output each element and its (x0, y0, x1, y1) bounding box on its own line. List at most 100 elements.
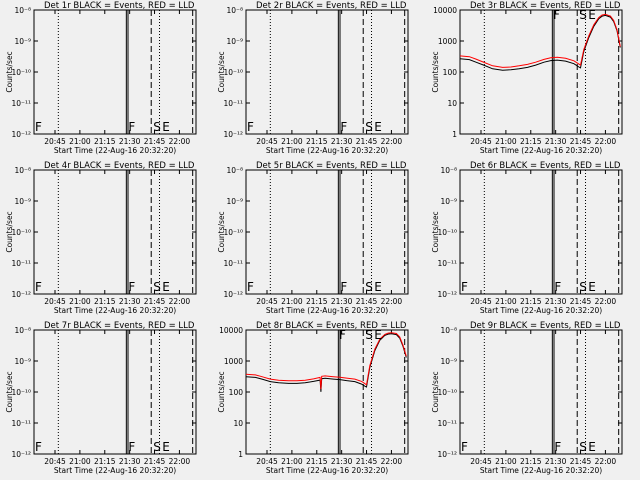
y-tick-label: 10⁻¹⁰ (437, 388, 457, 397)
x-tick-label: 22:00 (381, 137, 403, 146)
x-tick-label: 22:00 (595, 297, 617, 306)
y-tick-label: 10⁻¹⁰ (223, 68, 243, 77)
y-tick-label: 10⁻⁸ (440, 326, 457, 335)
x-tick-label: 20:45 (256, 457, 278, 466)
x-tick-label: 21:15 (520, 297, 542, 306)
y-tick-label: 10⁻¹² (11, 290, 31, 299)
y-tick-label: 10⁻¹¹ (437, 259, 457, 268)
marker-f-label: F (554, 280, 561, 294)
marker-f-label: F (554, 440, 561, 454)
x-tick-label: 20:45 (256, 297, 278, 306)
x-tick-label: 21:45 (356, 137, 378, 146)
x-tick-label: 20:45 (44, 297, 66, 306)
y-tick-label: 1000 (224, 357, 243, 366)
x-tick-label: 22:00 (595, 457, 617, 466)
marker-f-label: F (128, 120, 135, 134)
y-tick-label: 10 (233, 419, 243, 428)
x-tick-label: 21:30 (331, 297, 353, 306)
x-tick-label: 21:15 (306, 457, 328, 466)
panel-title: Det 1r BLACK = Events, RED = LLD (44, 1, 195, 11)
y-tick-label: 10⁻¹² (223, 130, 243, 139)
x-tick-label: 20:45 (256, 137, 278, 146)
x-tick-label: 21:00 (281, 457, 303, 466)
y-tick-label: 10⁻¹¹ (223, 259, 243, 268)
y-tick-label: 10⁻¹⁰ (437, 228, 457, 237)
marker-s-label: S (365, 328, 373, 342)
panel-title: Det 8r BLACK = Events, RED = LLD (256, 321, 407, 331)
x-tick-label: 21:45 (356, 297, 378, 306)
x-tick-label: 21:30 (545, 457, 567, 466)
y-tick-label: 10⁻¹² (223, 290, 243, 299)
marker-e-label: E (374, 280, 382, 294)
x-tick-label: 20:45 (470, 137, 492, 146)
x-tick-label: 21:45 (570, 137, 592, 146)
marker-s-label: S (579, 280, 587, 294)
marker-s-label: S (153, 120, 161, 134)
marker-f-label: F (128, 280, 135, 294)
x-tick-label: 21:00 (281, 137, 303, 146)
x-tick-label: 22:00 (381, 457, 403, 466)
x-tick-label: 20:45 (470, 457, 492, 466)
y-tick-label: 10⁻¹¹ (11, 259, 31, 268)
y-tick-label: 10⁻¹⁰ (11, 388, 31, 397)
y-axis-label: Counts/sec (217, 51, 226, 92)
y-tick-label: 100 (443, 68, 458, 77)
panel-det-3r: Det 3r BLACK = Events, RED = LLD 1 10 100 10… (431, 1, 623, 155)
y-tick-label: 10⁻¹² (437, 290, 457, 299)
marker-f-label: F (128, 440, 135, 454)
panel-title: Det 5r BLACK = Events, RED = LLD (256, 161, 407, 171)
marker-e-label: E (374, 120, 382, 134)
x-axis-label: Start Time (22-Aug-16 20:32:20) (266, 146, 388, 155)
x-axis-label: Start Time (22-Aug-16 20:32:20) (54, 466, 176, 475)
y-tick-label: 10⁻⁹ (440, 197, 457, 206)
x-tick-label: 21:30 (545, 297, 567, 306)
x-tick-label: 21:30 (119, 457, 141, 466)
y-tick-label: 10000 (433, 6, 457, 15)
panel-det-2r: Det 2r BLACK = Events, RED = LLD 10⁻¹² 10⁻… (217, 1, 409, 155)
x-tick-label: 20:45 (470, 297, 492, 306)
marker-s-label: S (153, 440, 161, 454)
series-line (459, 13, 621, 68)
y-tick-label: 10⁻¹² (437, 450, 457, 459)
marker-f-label: F (35, 440, 42, 454)
y-tick-label: 10⁻⁹ (14, 197, 31, 206)
x-tick-label: 21:00 (69, 297, 91, 306)
x-tick-label: 22:00 (169, 297, 191, 306)
y-tick-label: 10⁻⁹ (14, 357, 31, 366)
marker-f-label: F (461, 280, 468, 294)
x-axis-label: Start Time (22-Aug-16 20:32:20) (54, 146, 176, 155)
marker-e-label: E (588, 440, 596, 454)
y-tick-label: 10000 (219, 326, 243, 335)
marker-s-label: S (579, 440, 587, 454)
y-tick-label: 10⁻⁸ (14, 6, 31, 15)
x-tick-label: 20:45 (44, 137, 66, 146)
x-tick-label: 22:00 (169, 457, 191, 466)
y-tick-label: 100 (229, 388, 244, 397)
marker-f-label: F (340, 120, 347, 134)
x-tick-label: 21:00 (69, 137, 91, 146)
panel-det-5r: Det 5r BLACK = Events, RED = LLD 10⁻¹² 10⁻… (217, 161, 409, 315)
x-tick-label: 21:45 (144, 457, 166, 466)
y-tick-label: 1 (238, 450, 243, 459)
x-tick-label: 21:45 (570, 297, 592, 306)
marker-e-label: E (588, 280, 596, 294)
panel-det-4r: Det 4r BLACK = Events, RED = LLD 10⁻¹² 10⁻… (5, 161, 197, 315)
x-tick-label: 21:00 (281, 297, 303, 306)
x-tick-label: 21:15 (94, 297, 116, 306)
x-tick-label: 21:30 (545, 137, 567, 146)
panel-title: Det 7r BLACK = Events, RED = LLD (44, 321, 195, 331)
marker-s-label: S (153, 280, 161, 294)
x-axis-label: Start Time (22-Aug-16 20:32:20) (480, 146, 602, 155)
panel-title: Det 4r BLACK = Events, RED = LLD (44, 161, 195, 171)
panel-title: Det 3r BLACK = Events, RED = LLD (470, 1, 621, 11)
x-axis-label: Start Time (22-Aug-16 20:32:20) (266, 466, 388, 475)
marker-e-label: E (374, 328, 382, 342)
y-tick-label: 10⁻¹² (11, 450, 31, 459)
y-tick-label: 10⁻¹⁰ (223, 228, 243, 237)
y-tick-label: 10⁻⁹ (14, 37, 31, 46)
y-axis-label: Counts/sec (217, 211, 226, 252)
series-line (245, 333, 407, 392)
x-tick-label: 22:00 (595, 137, 617, 146)
y-tick-label: 10⁻⁸ (226, 166, 243, 175)
marker-s-label: S (365, 280, 373, 294)
